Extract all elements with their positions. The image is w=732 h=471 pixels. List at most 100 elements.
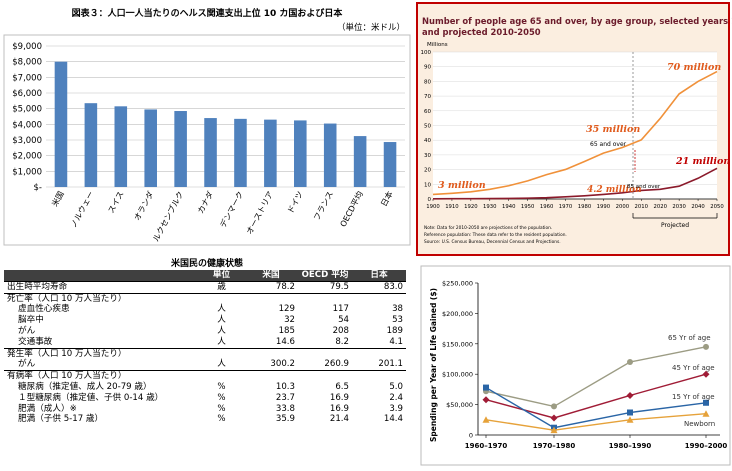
population-x-tick-label: 1970 xyxy=(559,204,573,210)
health-table-value-cell: 83.0 xyxy=(352,280,406,294)
population-x-tick-label: 1950 xyxy=(521,204,535,210)
health-table-value-cell: 6.5 xyxy=(335,381,349,392)
population-series-line xyxy=(432,70,718,196)
health-table-row: 脳卒中 人 32 54 53 xyxy=(4,315,406,326)
spending-x-tick-label: 1970–1980 xyxy=(533,442,576,450)
spending-bar xyxy=(264,119,277,187)
population-x-tick-label: 1900 xyxy=(426,204,440,210)
health-table-label-cell: 交通事故 xyxy=(18,336,53,347)
annotation-70-million: 70 million xyxy=(667,62,721,73)
population-x-tick-label: 1910 xyxy=(445,204,459,210)
bar-x-category-label: カナダ xyxy=(195,189,215,215)
spending-y-tick-label: $50,000 xyxy=(446,401,473,409)
health-table-value-cell: 201.1 xyxy=(378,359,403,370)
population-y-axis-label: Millions xyxy=(427,42,448,48)
health-table-value-cell xyxy=(199,292,244,305)
health-table-value-cell: 10.3 xyxy=(275,381,295,392)
health-table-header-row: 単位 米国 OECD 平均 日本 xyxy=(4,270,406,282)
population-y-tick-label: 90 xyxy=(424,65,431,71)
spending-point xyxy=(482,396,490,404)
spending-series-line xyxy=(485,346,707,408)
health-table-label-cell: がん xyxy=(18,359,36,370)
health-table-value-cell xyxy=(352,347,406,360)
population-x-tick-label: 2020 xyxy=(653,204,667,210)
spending-chart-frame xyxy=(420,265,731,466)
health-table-row: がん 人 300.2 260.9 201.1 xyxy=(4,359,406,370)
health-table-label-cell: がん xyxy=(18,325,36,336)
health-table-value-cell: 16.9 xyxy=(329,392,349,403)
health-table-value-cell xyxy=(244,370,298,382)
population-y-tick-label: 10 xyxy=(424,182,431,188)
spending-point xyxy=(550,426,558,434)
health-table-value-cell: 4.1 xyxy=(389,336,403,347)
health-table-value-cell: 8.2 xyxy=(335,336,349,347)
spending-point xyxy=(626,391,634,399)
population-x-tick-label: 1940 xyxy=(502,204,516,210)
spending-point xyxy=(483,384,489,391)
population-chart-title-line2: and projected 2010-2050 xyxy=(422,27,541,37)
spending-bar xyxy=(114,106,128,187)
bar-y-tick-label: $6,000 xyxy=(12,89,42,99)
population-note-line1: Note: Data for 2010-2050 are projections… xyxy=(424,225,552,231)
health-table-value-cell: 16.9 xyxy=(329,403,349,414)
health-table-header-cell: 米国 xyxy=(244,270,298,282)
bar-y-tick-label: $3,000 xyxy=(12,136,42,146)
health-table-body: 単位 米国 OECD 平均 日本 出生時平均寿命歳 78.2 79.5 83.0 死亡率（人口 … xyxy=(4,270,406,425)
health-table-value-cell: % xyxy=(217,414,226,425)
health-table-value-cell: 3.9 xyxy=(389,403,403,414)
spending-series-label: 45 Yr of age xyxy=(672,364,715,372)
health-table-row: 発生率（人口 10 万人当たり） xyxy=(4,347,406,360)
spending-point xyxy=(702,410,710,417)
spending-series-line xyxy=(485,386,707,429)
population-note-line3: Source: U.S. Census Bureau, Decennial Ce… xyxy=(424,239,561,245)
bar-x-category-label: オーストリア xyxy=(245,190,275,236)
spending-per-life-year-panel: Spending per Year of Life Gained ($) 0 $5… xyxy=(420,265,732,467)
health-table-value-cell xyxy=(298,347,352,360)
health-table-label-cell: 虚血性心疾患 xyxy=(18,304,70,315)
population-y-tick-label: 50 xyxy=(424,124,431,130)
population-chart-title-line1: Number of people age 65 and over, by age… xyxy=(422,16,732,26)
annotation-4-2-million: 4.2 million xyxy=(587,185,642,195)
health-table-value-cell xyxy=(352,370,406,382)
health-table-row: がん 人 185 208 189 xyxy=(4,326,406,337)
spending-series-label: 15 Yr of age xyxy=(672,393,715,401)
health-table-row: 交通事故 人 14.6 8.2 4.1 xyxy=(4,337,406,348)
bar-x-category-label: OECD平均 xyxy=(338,189,365,228)
population-x-tick-label: 2030 xyxy=(672,204,686,210)
population-65-over-panel: Number of people age 65 and over, by age… xyxy=(414,0,732,258)
spending-x-tick-label: 1990–2000 xyxy=(685,442,728,450)
health-table-label-cell: 肥満（子供 5-17 歳） xyxy=(18,414,104,425)
bar-y-tick-label: $8,000 xyxy=(12,58,42,68)
health-table-value-cell: 208 xyxy=(332,325,349,336)
health-table-value-cell: 79.5 xyxy=(298,280,352,294)
health-table-value-cell: 人 xyxy=(217,359,226,370)
health-table-header-cell xyxy=(4,270,199,282)
health-table-value-cell: 2.4 xyxy=(389,392,403,403)
population-x-tick-label: 1990 xyxy=(597,204,611,210)
health-table-value-cell: 14.6 xyxy=(275,336,295,347)
health-table-value-cell: % xyxy=(217,392,226,403)
health-table-value-cell: 21.4 xyxy=(329,414,349,425)
population-x-tick-label: 2050 xyxy=(710,204,724,210)
spending-bar xyxy=(383,142,397,187)
projected-label: Projected xyxy=(661,222,689,229)
health-table-value-cell: 人 xyxy=(217,315,226,326)
health-table-value-cell: 14.4 xyxy=(383,414,403,425)
health-table-value-cell: 歳 xyxy=(199,280,244,294)
annotation-3-million: 3 million xyxy=(438,180,486,191)
population-note-line2: Reference population: These data refer t… xyxy=(424,232,567,238)
health-table-label-cell: 出生時平均寿命 xyxy=(4,280,199,294)
health-table-row: 死亡率（人口 10 万人当たり） xyxy=(4,292,406,305)
spending-series-line xyxy=(485,413,707,431)
health-table-value-cell xyxy=(244,347,298,360)
spending-point xyxy=(703,343,709,350)
spending-y-axis-label: Spending per Year of Life Gained ($) xyxy=(429,288,438,442)
health-table-value-cell: 33.8 xyxy=(275,403,295,414)
health-table-row: 出生時平均寿命歳 78.2 79.5 83.0 xyxy=(4,280,406,294)
spending-x-tick-label: 1960–1970 xyxy=(465,442,508,450)
population-x-tick-label: 2010 xyxy=(635,204,649,210)
bar-x-category-label: 日本 xyxy=(378,189,394,208)
health-table-value-cell: 129 xyxy=(278,304,295,315)
bar-y-tick-label: $1,000 xyxy=(12,167,42,177)
health-table-title: 米国民の健康状態 xyxy=(170,259,243,269)
